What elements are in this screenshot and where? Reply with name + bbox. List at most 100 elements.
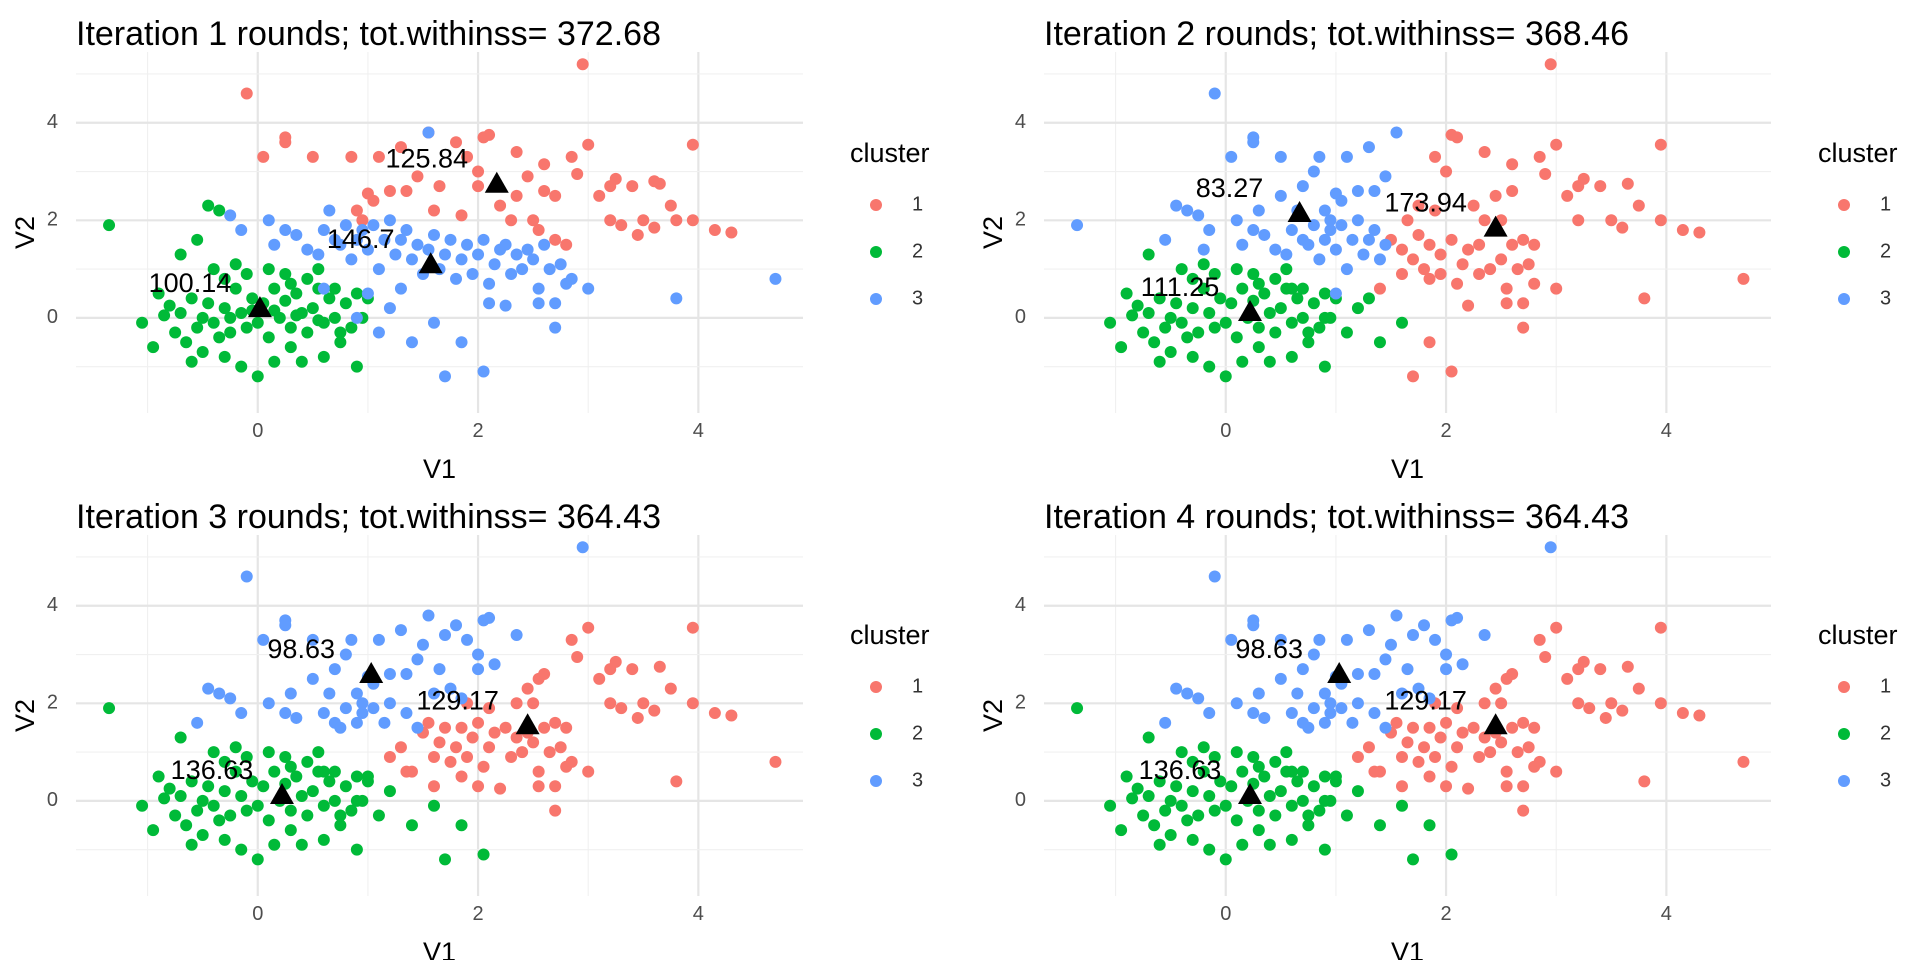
point-cluster-2 <box>218 755 231 768</box>
point-cluster-2 <box>1274 785 1287 798</box>
point-cluster-1 <box>1423 272 1436 285</box>
point-cluster-1 <box>1517 804 1530 817</box>
withinss-label-1: 129.17 <box>416 685 499 715</box>
point-cluster-2 <box>1131 299 1144 312</box>
center-marker-2 <box>247 296 272 318</box>
point-cluster-1 <box>450 136 463 149</box>
point-cluster-3 <box>1258 228 1271 241</box>
point-cluster-3 <box>1456 658 1469 671</box>
point-cluster-1 <box>1500 282 1513 295</box>
point-cluster-2 <box>1351 302 1364 315</box>
point-cluster-1 <box>576 58 589 71</box>
point-cluster-3 <box>1307 219 1320 232</box>
point-cluster-3 <box>1340 633 1353 646</box>
point-cluster-1 <box>1737 755 1750 768</box>
point-cluster-2 <box>1302 819 1315 832</box>
point-cluster-2 <box>136 799 149 812</box>
point-cluster-2 <box>257 780 270 793</box>
point-cluster-3 <box>1324 214 1337 227</box>
point-cluster-1 <box>560 721 573 734</box>
point-cluster-2 <box>163 299 176 312</box>
point-cluster-2 <box>213 331 226 344</box>
point-cluster-1 <box>345 150 358 163</box>
point-cluster-1 <box>1462 299 1475 312</box>
point-cluster-3 <box>1451 611 1464 624</box>
point-cluster-2 <box>1104 799 1117 812</box>
point-cluster-1 <box>1511 746 1524 759</box>
point-cluster-2 <box>207 316 220 329</box>
point-cluster-2 <box>1302 809 1315 822</box>
point-cluster-3 <box>350 233 363 246</box>
point-cluster-2 <box>284 804 297 817</box>
center-marker-3 <box>418 252 443 274</box>
point-cluster-3 <box>400 707 413 720</box>
point-cluster-3 <box>350 716 363 729</box>
point-cluster-1 <box>1676 224 1689 237</box>
point-cluster-3 <box>444 682 457 695</box>
point-cluster-1 <box>1423 721 1436 734</box>
point-cluster-3 <box>1192 692 1205 705</box>
point-cluster-1 <box>1407 721 1420 734</box>
point-cluster-2 <box>301 809 314 822</box>
point-cluster-3 <box>361 243 374 256</box>
point-cluster-3 <box>1368 707 1381 720</box>
point-cluster-2 <box>268 355 281 368</box>
point-cluster-2 <box>334 326 347 339</box>
point-cluster-3 <box>268 238 281 251</box>
point-cluster-2 <box>1148 336 1161 349</box>
point-cluster-3 <box>411 238 424 251</box>
point-cluster-2 <box>207 799 220 812</box>
point-cluster-2 <box>1302 326 1315 339</box>
point-cluster-2 <box>1208 321 1221 334</box>
point-cluster-3 <box>455 253 468 266</box>
point-cluster-2 <box>1164 311 1177 324</box>
point-cluster-2 <box>268 282 281 295</box>
point-cluster-3 <box>1340 150 1353 163</box>
point-cluster-2 <box>1236 355 1249 368</box>
point-cluster-2 <box>1170 780 1183 793</box>
point-cluster-1 <box>1462 782 1475 795</box>
point-cluster-2 <box>1159 804 1172 817</box>
legend-label-2: 2 <box>912 722 923 744</box>
point-cluster-3 <box>1346 716 1359 729</box>
point-cluster-2 <box>345 321 358 334</box>
point-cluster-1 <box>1445 233 1458 246</box>
point-cluster-2 <box>284 824 297 837</box>
point-cluster-1 <box>1445 128 1458 141</box>
point-cluster-2 <box>361 770 374 783</box>
point-cluster-1 <box>549 716 562 729</box>
point-cluster-2 <box>295 789 308 802</box>
point-cluster-1 <box>1478 697 1491 710</box>
point-cluster-1 <box>1550 138 1563 151</box>
point-cluster-3 <box>1197 243 1210 256</box>
point-cluster-2 <box>1395 799 1408 812</box>
point-cluster-1 <box>1451 741 1464 754</box>
point-cluster-1 <box>1484 746 1497 759</box>
chart-panel-1: Iteration 1 rounds; tot.withinss= 372.68… <box>10 15 930 484</box>
point-cluster-3 <box>1324 224 1337 237</box>
point-cluster-1 <box>565 755 578 768</box>
point-cluster-1 <box>433 180 446 193</box>
point-cluster-3 <box>317 224 330 237</box>
point-cluster-2 <box>1175 316 1188 329</box>
point-cluster-3 <box>1362 624 1375 637</box>
point-cluster-1 <box>648 704 661 717</box>
point-cluster-1 <box>1412 199 1425 212</box>
point-cluster-2 <box>1186 785 1199 798</box>
point-cluster-2 <box>334 819 347 832</box>
point-cluster-1 <box>543 746 556 759</box>
point-cluster-3 <box>532 282 545 295</box>
point-cluster-2 <box>1351 785 1364 798</box>
point-cluster-2 <box>235 843 248 856</box>
point-cluster-1 <box>670 214 683 227</box>
point-cluster-1 <box>1418 263 1431 276</box>
chart-title: Iteration 3 rounds; tot.withinss= 364.43 <box>76 498 661 536</box>
point-cluster-3 <box>1423 692 1436 705</box>
point-cluster-3 <box>1313 633 1326 646</box>
withinss-label-3: 83.27 <box>1196 173 1264 203</box>
point-cluster-1 <box>372 150 385 163</box>
point-cluster-3 <box>1313 150 1326 163</box>
point-cluster-2 <box>1214 292 1227 305</box>
point-cluster-2 <box>295 355 308 368</box>
point-cluster-1 <box>604 697 617 710</box>
